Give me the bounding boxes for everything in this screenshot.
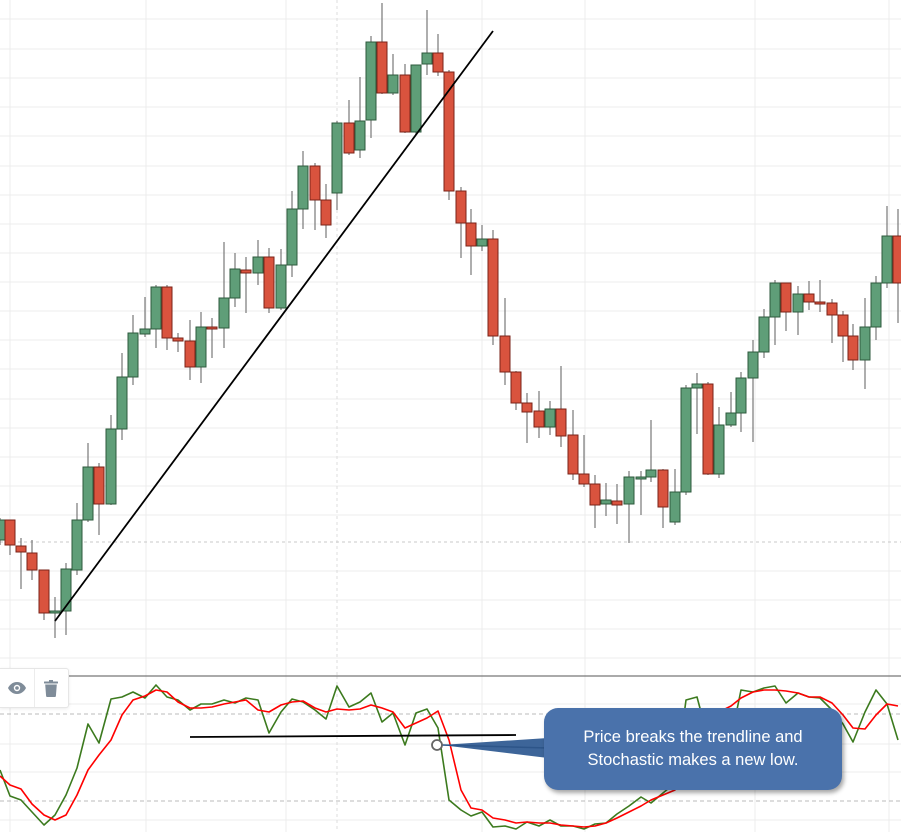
candle <box>252 240 264 285</box>
candle <box>376 3 388 94</box>
candle <box>172 333 184 352</box>
candle <box>826 299 838 343</box>
candle <box>510 371 522 410</box>
annotation-callout: Price breaks the trendline and Stochasti… <box>544 708 842 790</box>
candle <box>240 257 252 313</box>
candle <box>635 471 647 515</box>
candle <box>747 340 759 442</box>
candle <box>589 475 601 528</box>
toggle-visibility-button[interactable] <box>0 669 34 707</box>
indicator-toolbar <box>0 668 69 708</box>
candle <box>60 563 72 635</box>
candle <box>0 518 6 545</box>
candle <box>544 401 556 435</box>
stochastic-support-line[interactable] <box>189 734 517 738</box>
candle <box>387 54 399 95</box>
candle <box>38 569 50 620</box>
candle <box>465 209 477 275</box>
candle <box>499 298 511 385</box>
candle <box>487 230 499 345</box>
candle <box>691 373 703 434</box>
stochastic-d-line <box>0 689 899 828</box>
candle <box>218 242 230 348</box>
candle <box>195 312 207 383</box>
candle <box>669 469 681 525</box>
annotation-line-1: Price breaks the trendline and <box>583 728 803 746</box>
delete-indicator-button[interactable] <box>33 669 69 707</box>
candle <box>758 309 770 358</box>
candle <box>455 187 467 258</box>
candle <box>657 469 669 528</box>
candle <box>15 538 27 589</box>
eye-icon <box>7 682 26 694</box>
candle <box>297 151 309 229</box>
candle <box>331 121 343 210</box>
candle <box>859 298 871 389</box>
candle <box>71 503 83 575</box>
candle <box>803 281 815 310</box>
candle <box>343 100 355 155</box>
candle <box>680 385 692 495</box>
callout-pointer <box>441 738 548 758</box>
candle <box>93 463 105 535</box>
candle <box>837 311 849 362</box>
candle <box>82 443 94 522</box>
candle <box>309 163 321 230</box>
candle <box>713 407 725 478</box>
candle <box>521 393 533 443</box>
candle <box>263 248 275 313</box>
candle <box>26 540 38 580</box>
candle <box>847 324 859 370</box>
candle <box>150 285 162 348</box>
candle <box>769 280 781 345</box>
candle <box>116 353 128 440</box>
candle <box>320 184 332 238</box>
candle <box>365 36 377 138</box>
trash-icon <box>44 679 59 697</box>
candle <box>533 391 545 438</box>
candle <box>206 318 218 358</box>
annotation-line-2: Stochastic makes a new low. <box>587 751 799 769</box>
candle <box>127 315 139 385</box>
candle <box>184 320 196 380</box>
candle <box>275 249 287 310</box>
annotation-anchor-marker[interactable] <box>431 739 443 751</box>
candle <box>735 372 747 432</box>
candle <box>105 415 117 505</box>
candle <box>792 286 804 335</box>
candle <box>421 10 433 75</box>
candle <box>725 392 737 427</box>
candlestick-series <box>0 3 901 638</box>
candle <box>780 282 792 331</box>
candle <box>702 382 714 475</box>
candle <box>354 77 366 158</box>
candle <box>4 519 16 555</box>
candle <box>432 34 444 76</box>
candle <box>814 280 826 312</box>
candle <box>567 410 579 480</box>
candle <box>49 597 61 638</box>
candle <box>578 435 590 487</box>
candle <box>870 276 882 340</box>
candle <box>555 366 567 447</box>
candle <box>161 285 173 350</box>
candle <box>139 297 151 337</box>
candle <box>476 225 488 251</box>
candle <box>623 471 635 543</box>
trendline[interactable] <box>54 30 494 622</box>
candle <box>399 64 411 133</box>
candle <box>611 484 623 524</box>
candle <box>286 191 298 277</box>
candle <box>892 209 901 323</box>
candle <box>645 420 657 482</box>
candle <box>881 206 893 288</box>
candle <box>600 483 612 516</box>
candle <box>229 253 241 307</box>
candle <box>410 64 422 135</box>
